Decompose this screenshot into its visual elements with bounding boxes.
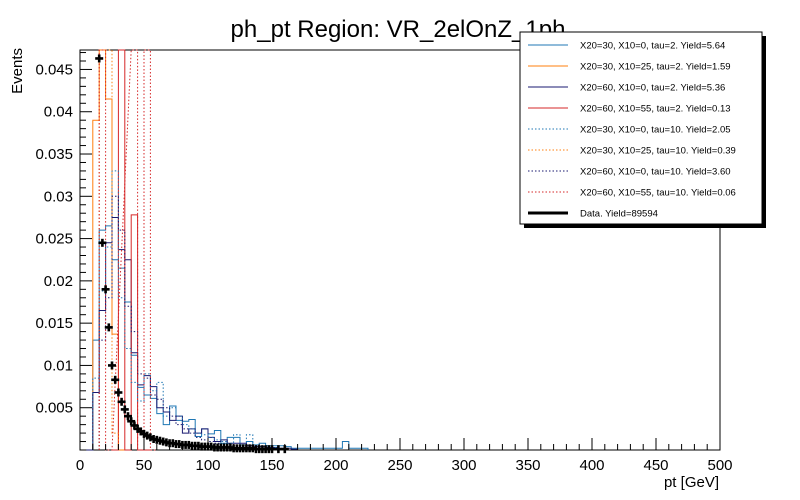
data-point — [98, 238, 107, 247]
data-point — [101, 285, 110, 294]
legend-item: X20=60, X10=55, tau=10. Yield=0.06 — [528, 188, 736, 199]
data-point — [127, 417, 136, 426]
series-8 — [98, 49, 157, 451]
y-tick-label: 0.025 — [35, 231, 73, 248]
legend-item: X20=30, X10=25, tau=10. Yield=0.39 — [528, 146, 736, 157]
legend-label: X20=30, X10=0, tau=2. Yield=5.64 — [580, 41, 725, 52]
data-point — [95, 54, 104, 63]
y-tick-label: 0.04 — [44, 104, 73, 121]
data-point — [124, 412, 132, 421]
legend-item: X20=60, X10=0, tau=2. Yield=5.36 — [528, 83, 725, 94]
y-tick-label: 0.005 — [35, 400, 73, 417]
data-point — [120, 405, 129, 414]
axis-layer: 0 50 100 150 200 250 300 350 400 450 5000.0050.010… — [35, 52, 733, 474]
chart-title: ph_pt Region: VR_2elOnZ_1ph — [231, 16, 566, 43]
y-axis: 0.005 0.01 0.015 0.02 0.025 0.03 0.035 0.04 0.04… — [35, 52, 92, 443]
x-tick-label: 200 — [323, 457, 348, 474]
legend: X20=30, X10=0, tau=2. Yield=5.64 X20=30, … — [519, 31, 766, 228]
y-axis-title: Events — [9, 48, 26, 94]
x-tick-label: 250 — [387, 457, 412, 474]
x-tick-label: 50 — [136, 457, 153, 474]
data-point — [108, 361, 116, 370]
series-layer — [86, 49, 369, 451]
data-point — [117, 397, 126, 406]
x-tick-label: 100 — [195, 457, 220, 474]
data-point — [114, 388, 123, 397]
legend-item: X20=30, X10=25, tau=2. Yield=1.59 — [528, 62, 731, 73]
legend-label: X20=60, X10=0, tau=10. Yield=3.60 — [580, 167, 731, 178]
y-tick-label: 0.02 — [44, 273, 73, 290]
x-tick-label: 150 — [259, 457, 284, 474]
legend-label: X20=60, X10=0, tau=2. Yield=5.36 — [580, 83, 725, 94]
legend-label: X20=60, X10=55, tau=2. Yield=0.13 — [580, 104, 731, 115]
x-tick-label: 500 — [707, 457, 732, 474]
legend-label: X20=60, X10=55, tau=10. Yield=0.06 — [580, 188, 736, 199]
legend-item: X20=60, X10=0, tau=10. Yield=3.60 — [528, 167, 731, 178]
legend-label: X20=30, X10=25, tau=2. Yield=1.59 — [580, 62, 731, 73]
legend-label: X20=30, X10=0, tau=10. Yield=2.05 — [580, 125, 731, 136]
data-point — [104, 323, 113, 332]
series-line — [92, 170, 279, 450]
legend-items: X20=30, X10=0, tau=2. Yield=5.64 X20=30, … — [528, 41, 736, 220]
x-tick-label: 300 — [451, 457, 476, 474]
series-line — [98, 49, 157, 451]
x-tick-label: 0 — [76, 457, 84, 474]
data-point — [111, 375, 120, 384]
legend-label: X20=30, X10=25, tau=10. Yield=0.39 — [580, 146, 736, 157]
legend-label: Data. Yield=89594 — [580, 209, 658, 220]
x-tick-label: 450 — [643, 457, 668, 474]
series-5 — [92, 170, 279, 450]
y-tick-label: 0.035 — [35, 146, 73, 163]
x-axis: 0 50 100 150 200 250 300 350 400 450 500 — [76, 438, 733, 474]
legend-item: X20=30, X10=0, tau=2. Yield=5.64 — [528, 41, 725, 52]
x-tick-label: 400 — [579, 457, 604, 474]
x-tick-label: 350 — [515, 457, 540, 474]
y-tick-label: 0.01 — [44, 357, 73, 374]
legend-item: X20=30, X10=0, tau=10. Yield=2.05 — [528, 125, 731, 136]
y-tick-label: 0.015 — [35, 315, 73, 332]
y-tick-label: 0.03 — [44, 188, 73, 205]
y-tick-label: 0.045 — [35, 61, 73, 78]
x-axis-title: pt [GeV] — [664, 474, 719, 491]
legend-item: X20=60, X10=55, tau=2. Yield=0.13 — [528, 104, 731, 115]
legend-item: Data. Yield=89594 — [528, 209, 658, 220]
